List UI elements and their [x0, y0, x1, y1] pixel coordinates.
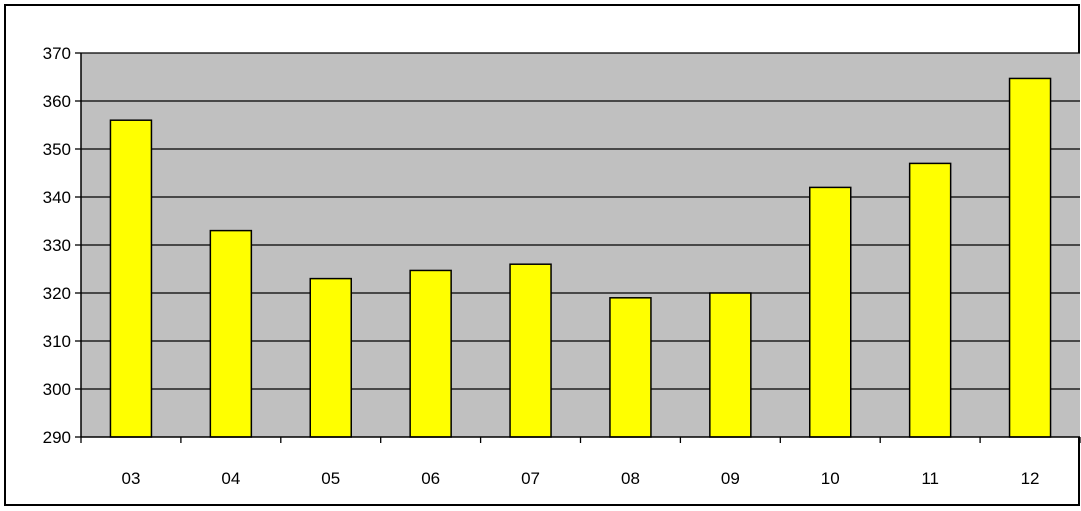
x-tick-label: 08: [621, 469, 640, 488]
y-tick-label: 370: [43, 44, 71, 63]
x-tick-label: 09: [721, 469, 740, 488]
x-axis-tick-labels: 03 04 05 06 07 08 09 10 11 12: [121, 469, 1039, 488]
y-tick-label: 310: [43, 332, 71, 351]
bar-09: [709, 292, 752, 438]
x-tick-label: 07: [521, 469, 540, 488]
bar-06: [409, 269, 452, 438]
y-tick-label: 290: [43, 428, 71, 447]
axes: [75, 52, 1081, 443]
bars: [109, 77, 1052, 438]
y-axis-tick-labels: 290 300 310 320 330 340 350 360 370: [43, 44, 71, 447]
bar-05: [309, 277, 352, 438]
bar-07: [509, 263, 552, 438]
x-tick-label: 04: [221, 469, 240, 488]
x-tick-label: 06: [421, 469, 440, 488]
y-tick-label: 340: [43, 188, 71, 207]
x-tick-label: 10: [821, 469, 840, 488]
y-tick-label: 320: [43, 284, 71, 303]
x-tick-label: 05: [321, 469, 340, 488]
bar-03: [109, 119, 153, 438]
x-tick-label: 11: [921, 469, 939, 488]
bar-08: [609, 297, 652, 438]
bar-11: [908, 162, 952, 438]
bar-12: [1008, 77, 1052, 438]
bar-10: [809, 186, 852, 438]
y-tick-label: 300: [43, 380, 71, 399]
x-tick-label: 03: [121, 469, 140, 488]
y-tick-label: 350: [43, 140, 71, 159]
bar-04: [209, 229, 253, 438]
y-tick-label: 330: [43, 236, 71, 255]
x-tick-label: 12: [1021, 469, 1040, 488]
y-tick-label: 360: [43, 92, 71, 111]
